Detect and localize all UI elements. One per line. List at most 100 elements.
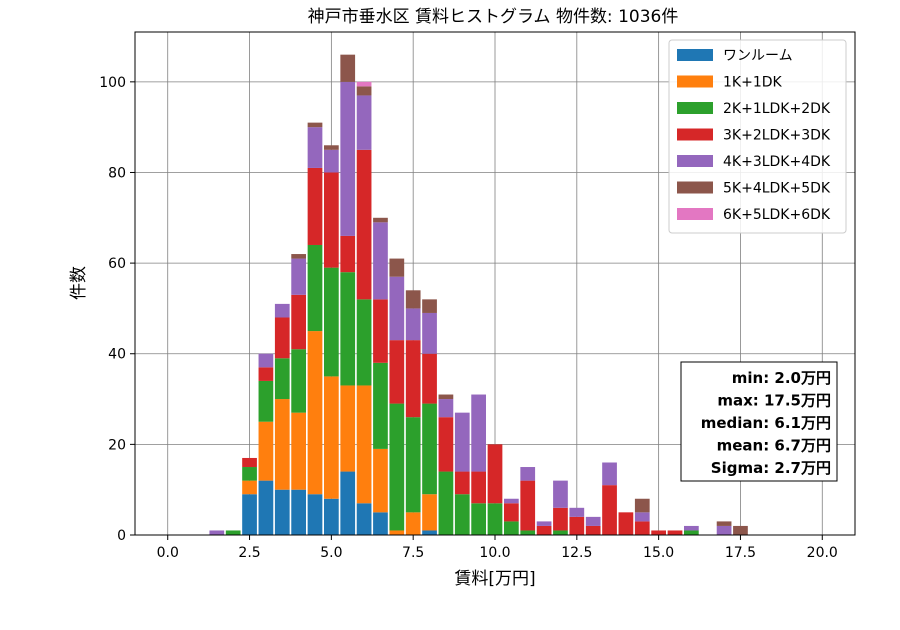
- bar-segment: [471, 394, 486, 472]
- bar-segment: [274, 489, 290, 535]
- bar-segment: [422, 530, 437, 535]
- legend-label: ワンルーム: [723, 48, 793, 64]
- bar-segment: [438, 471, 454, 535]
- bar-segment: [307, 331, 323, 495]
- bar-segment: [274, 317, 290, 359]
- x-tick-label: 5.0: [320, 545, 342, 561]
- legend-swatch: [677, 155, 713, 167]
- bar-segment: [487, 444, 503, 504]
- bar-segment: [356, 385, 372, 504]
- bar-segment: [356, 81, 372, 87]
- bar-segment: [356, 86, 372, 96]
- bar-segment: [389, 340, 405, 404]
- bar-segment: [585, 525, 601, 535]
- bar-segment: [438, 394, 454, 400]
- stats-line: median: 6.1万円: [701, 414, 831, 432]
- x-tick-label: 10.0: [479, 545, 510, 561]
- bar-segment: [340, 385, 356, 472]
- bar-segment: [553, 507, 568, 531]
- bar-segment: [340, 235, 356, 273]
- bar-segment: [471, 471, 486, 504]
- bar-segment: [274, 303, 290, 318]
- bar-segment: [356, 149, 372, 300]
- bar-segment: [536, 525, 552, 535]
- bar-segment: [602, 485, 617, 535]
- bar-segment: [454, 412, 470, 472]
- bar-segment: [242, 480, 257, 495]
- bar-segment: [487, 503, 503, 535]
- bar-segment: [356, 503, 372, 535]
- x-tick-label: 20.0: [807, 545, 838, 561]
- bar-segment: [356, 299, 372, 386]
- legend-swatch: [677, 208, 713, 220]
- bar-segment: [356, 95, 372, 150]
- bar-segment: [618, 512, 634, 535]
- bar-segment: [634, 521, 650, 535]
- y-tick-label: 80: [108, 165, 126, 181]
- legend-label: 4K+3LDK+4DK: [723, 154, 831, 170]
- bars-group: [209, 54, 748, 535]
- legend-label: 5K+4LDK+5DK: [723, 181, 831, 197]
- y-tick-label: 60: [108, 256, 126, 272]
- bar-segment: [389, 258, 405, 277]
- bar-segment: [340, 54, 356, 82]
- bar-segment: [422, 494, 437, 531]
- bar-segment: [569, 507, 585, 517]
- chart-title: 神戸市垂水区 賃料ヒストグラム 物件数: 1036件: [308, 7, 679, 27]
- bar-segment: [553, 530, 568, 535]
- bar-segment: [225, 530, 241, 535]
- legend-swatch: [677, 75, 713, 88]
- legend-box: [668, 39, 847, 234]
- bar-segment: [389, 403, 405, 531]
- bar-segment: [536, 521, 552, 526]
- legend-swatch: [677, 128, 713, 141]
- bar-segment: [307, 127, 323, 168]
- legend-label: 1K+1DK: [723, 75, 783, 91]
- bar-segment: [602, 462, 617, 486]
- bar-segment: [405, 417, 421, 513]
- stats-frame: [680, 361, 838, 482]
- bar-segment: [454, 471, 470, 495]
- stats-line: mean: 6.7万円: [717, 437, 831, 455]
- bar-segment: [454, 494, 470, 535]
- bar-segment: [553, 480, 568, 508]
- bar-segment: [405, 308, 421, 341]
- bar-segment: [520, 530, 536, 535]
- stats-line: Sigma: 2.7万円: [711, 459, 831, 477]
- bar-segment: [291, 412, 306, 490]
- bar-segment: [389, 276, 405, 341]
- bar-segment: [274, 399, 290, 490]
- x-axis-label: 賃料[万円]: [454, 569, 535, 589]
- bar-segment: [324, 498, 339, 535]
- x-tick-label: 17.5: [725, 545, 756, 561]
- stats-line: max: 17.5万円: [717, 392, 831, 410]
- y-tick-label: 100: [99, 75, 126, 91]
- legend: ワンルーム 1K+1DK 2K+1LDK+2DK 3K+2LDK+3DK 4K+3LDK…: [668, 39, 847, 234]
- bar-segment: [258, 353, 274, 368]
- bar-segment: [422, 312, 437, 354]
- bar-segment: [307, 167, 323, 245]
- bar-segment: [324, 172, 339, 268]
- bar-segment: [307, 122, 323, 128]
- bar-segment: [258, 380, 274, 422]
- bar-segment: [405, 290, 421, 309]
- stats-box: min: 2.0万円 max: 17.5万円 median: 6.1万円 mean: …: [680, 361, 838, 482]
- bar-segment: [405, 340, 421, 418]
- bar-segment: [422, 353, 437, 404]
- bar-segment: [422, 299, 437, 313]
- bar-segment: [373, 512, 388, 535]
- bar-segment: [438, 417, 454, 472]
- legend-swatch: [677, 181, 713, 194]
- bar-segment: [307, 494, 323, 535]
- bar-segment: [520, 467, 536, 481]
- bar-segment: [291, 349, 306, 413]
- bar-segment: [324, 145, 339, 150]
- bar-segment: [242, 494, 257, 535]
- bar-segment: [340, 272, 356, 386]
- x-tick-label: 7.5: [402, 545, 424, 561]
- bar-segment: [258, 480, 274, 535]
- bar-segment: [324, 267, 339, 377]
- y-tick-label: 0: [117, 528, 126, 544]
- bar-segment: [634, 512, 650, 522]
